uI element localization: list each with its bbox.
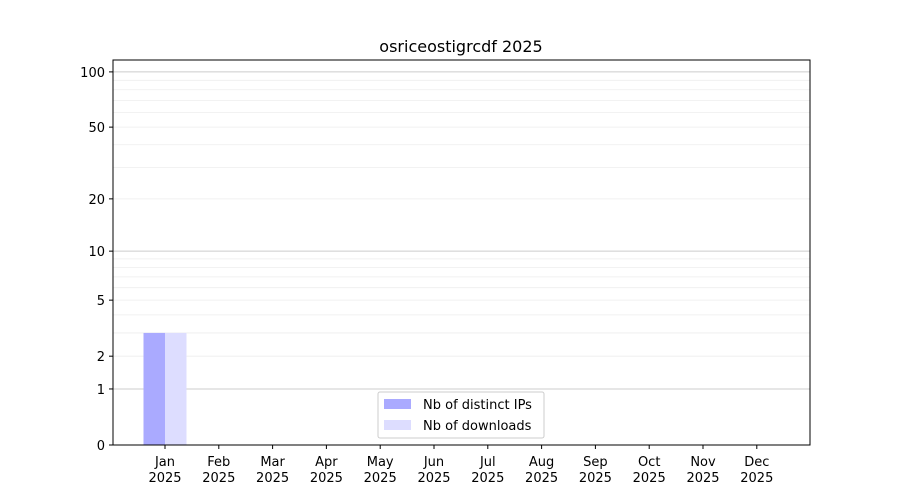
x-tick-label: Nov 2025 bbox=[686, 455, 719, 486]
y-tick-label: 10 bbox=[88, 245, 105, 260]
x-tick-label: Jul 2025 bbox=[471, 455, 504, 486]
x-tick-label: May 2025 bbox=[364, 455, 397, 486]
bar-nb-of-distinct-ips bbox=[143, 332, 165, 445]
axes-frame bbox=[112, 59, 811, 446]
y-tick-label: 100 bbox=[80, 66, 105, 81]
x-tick-label: Mar 2025 bbox=[256, 455, 289, 486]
x-tick-label: Dec 2025 bbox=[740, 455, 773, 486]
y-tick-label: 20 bbox=[88, 193, 105, 208]
legend-swatch bbox=[384, 420, 411, 430]
x-tick-label: Jan 2025 bbox=[148, 455, 181, 486]
bar-nb-of-downloads bbox=[165, 332, 187, 445]
x-tick-label: Sep 2025 bbox=[579, 455, 612, 486]
x-tick-label: Jun 2025 bbox=[417, 455, 450, 486]
x-tick-label: Apr 2025 bbox=[310, 455, 343, 486]
y-tick-label: 2 bbox=[97, 350, 105, 365]
y-tick-label: 5 bbox=[97, 294, 105, 309]
legend-label: Nb of distinct IPs bbox=[423, 398, 532, 413]
x-tick-label: Oct 2025 bbox=[633, 455, 666, 486]
chart-title: osriceostigrcdf 2025 bbox=[379, 37, 542, 56]
legend-box bbox=[377, 391, 545, 439]
x-tick-label: Feb 2025 bbox=[202, 455, 235, 486]
y-tick-label: 0 bbox=[97, 439, 105, 454]
legend-swatch bbox=[384, 399, 411, 409]
legend-label: Nb of downloads bbox=[423, 419, 532, 434]
x-tick-label: Aug 2025 bbox=[525, 455, 558, 486]
y-tick-label: 50 bbox=[88, 121, 105, 136]
y-tick-label: 1 bbox=[97, 383, 105, 398]
